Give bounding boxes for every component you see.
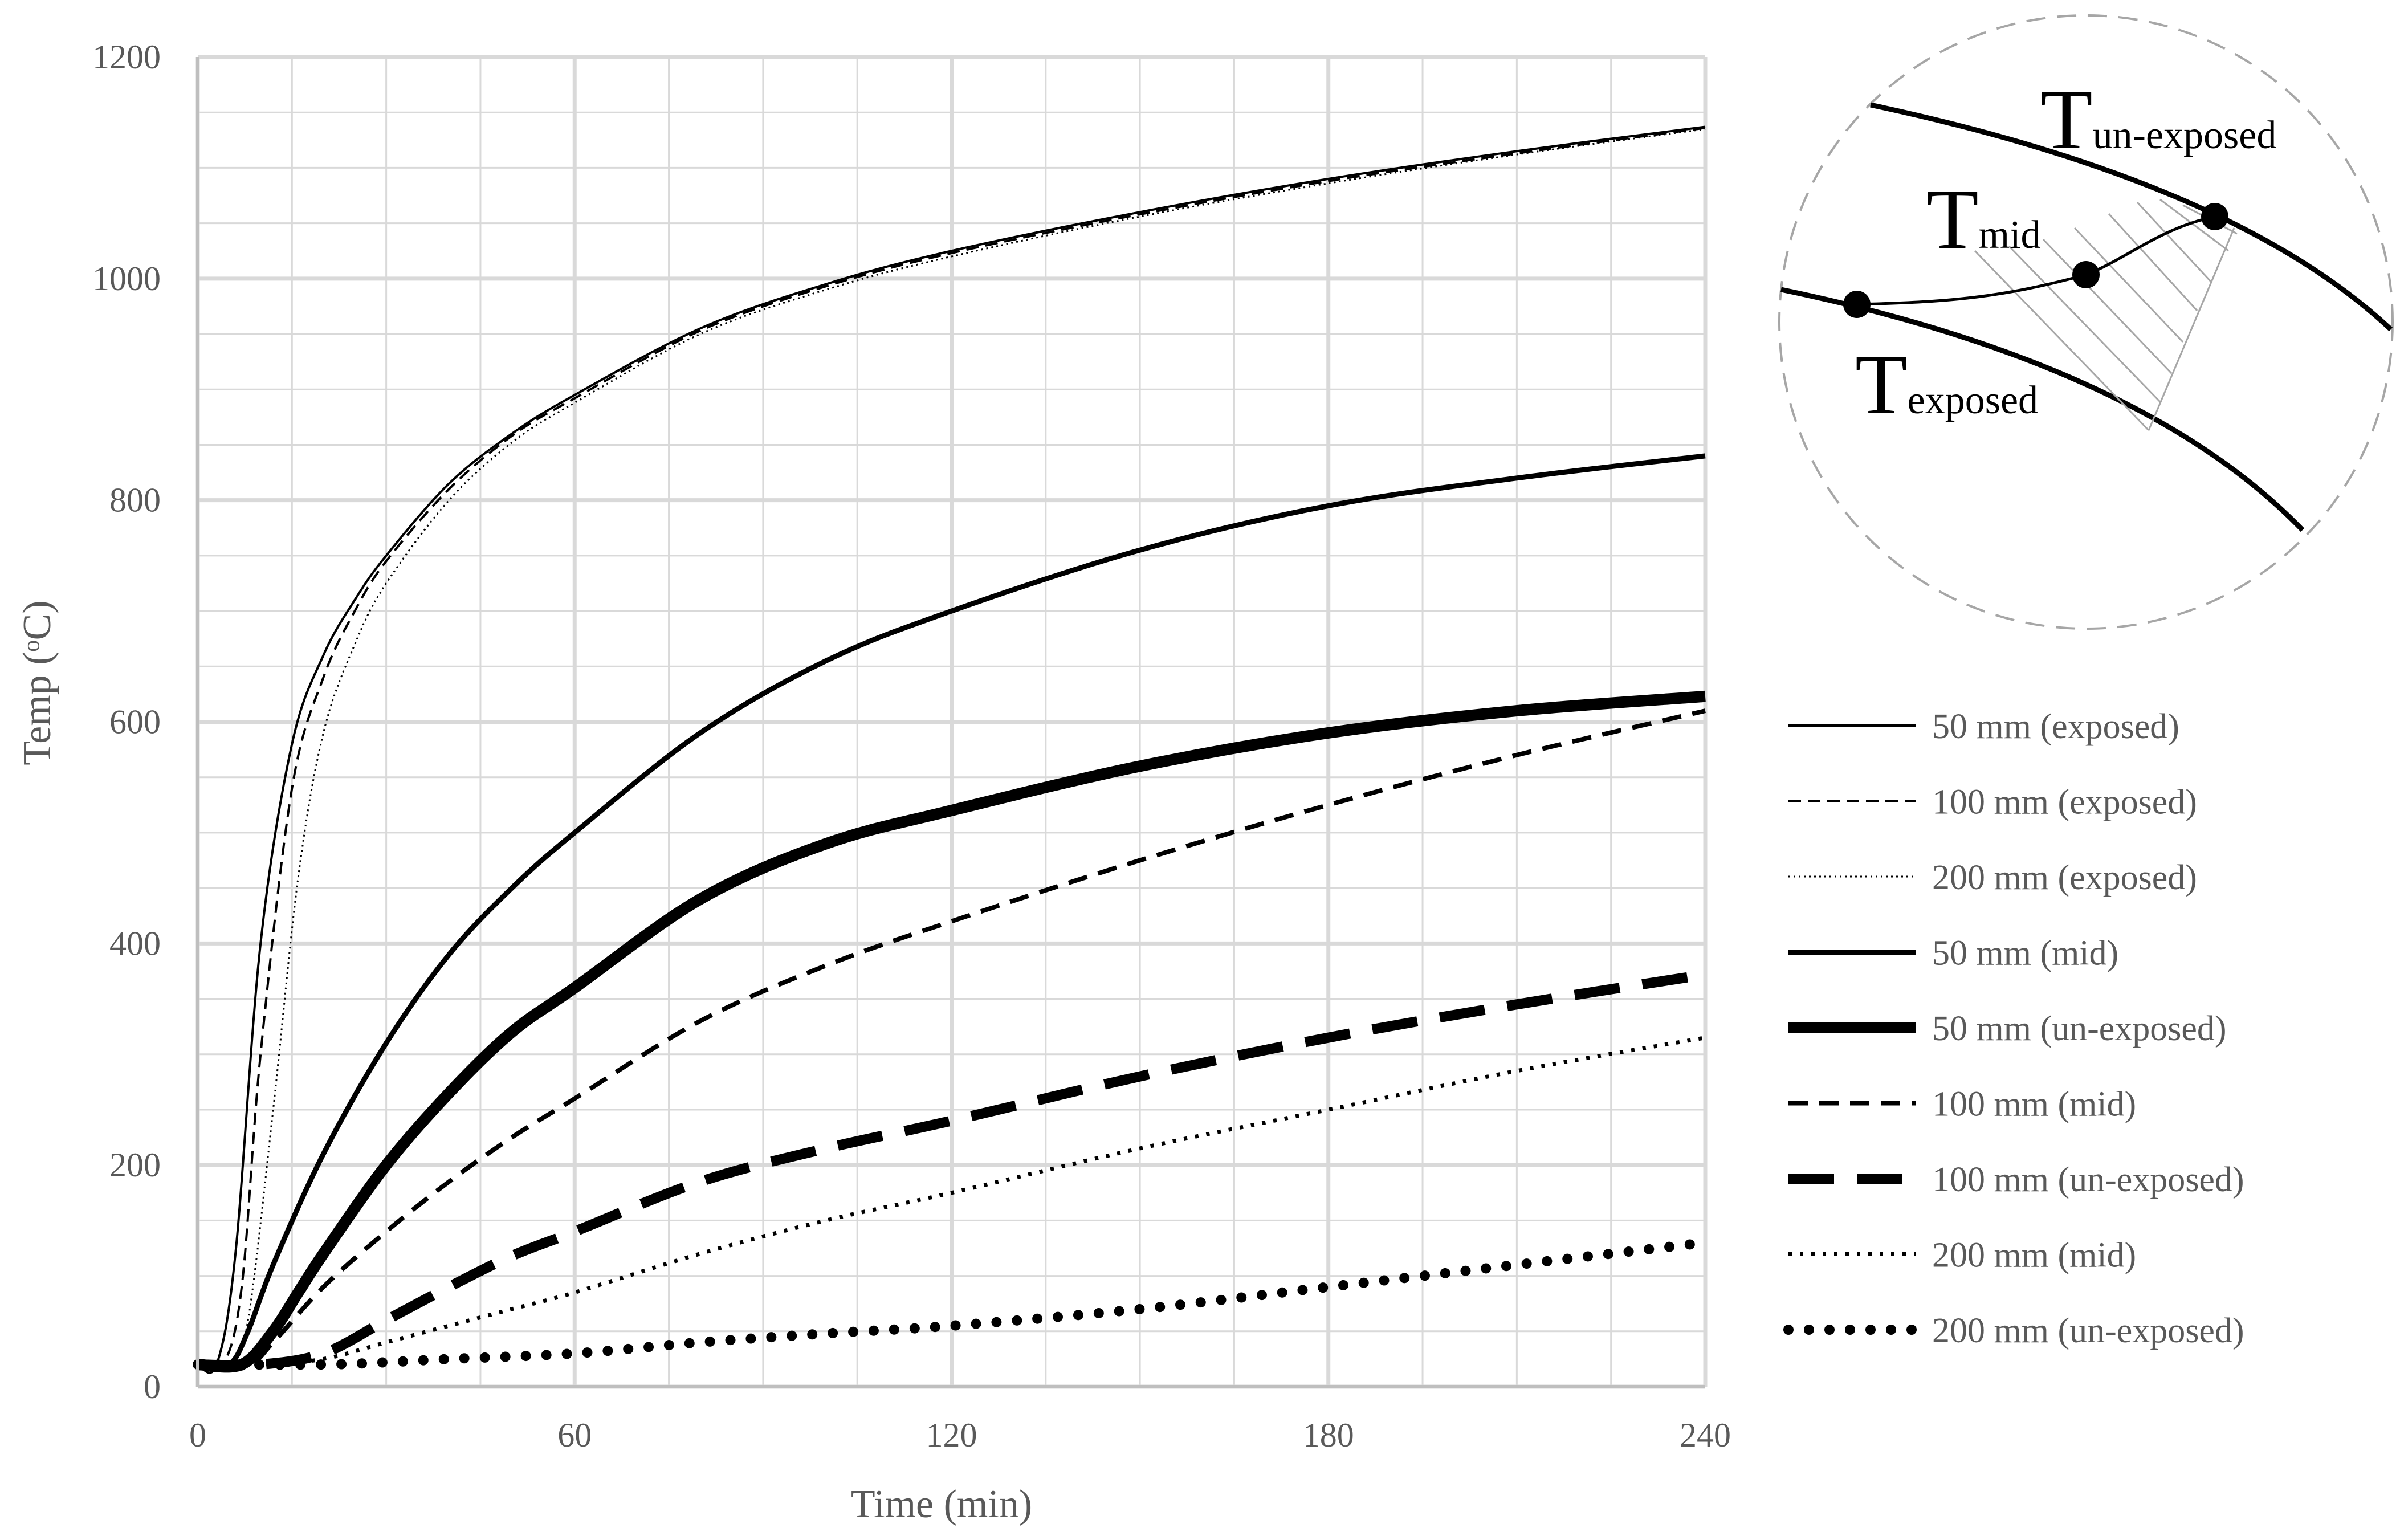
y-tick-label: 0 xyxy=(144,1368,161,1405)
legend-label-8: 200 mm (mid) xyxy=(1932,1236,2136,1275)
legend: 50 mm (exposed) 100 mm (exposed) 200 mm (e… xyxy=(1783,707,2244,1350)
y-tick-label: 600 xyxy=(109,703,161,741)
label-exposed: Texposed xyxy=(1855,337,2038,432)
y-tick-label: 200 xyxy=(109,1146,161,1184)
y-tick-labels: 0 200 400 600 800 1000 1200 xyxy=(92,38,161,1405)
legend-label-1: 50 mm (exposed) xyxy=(1932,707,2179,746)
point-unexposed xyxy=(2201,203,2228,230)
inset-unexposed-surface xyxy=(1870,102,2393,332)
inset-profile-curve xyxy=(1856,215,2215,306)
y-tick-label: 1200 xyxy=(92,38,161,76)
point-exposed xyxy=(1843,291,1871,318)
inset-circle xyxy=(1778,14,2394,630)
series-line-4 xyxy=(197,453,1706,1370)
inset-exposed-surface xyxy=(1780,287,2305,532)
label-mid: Tmid xyxy=(1926,172,2041,267)
y-tick-label: 400 xyxy=(109,924,161,962)
x-tick-label: 180 xyxy=(1303,1416,1354,1454)
series-layer xyxy=(193,125,1710,1374)
y-axis-title: Temp (ᵒC) xyxy=(15,600,59,765)
x-tick-label: 240 xyxy=(1680,1416,1731,1454)
series-line-1 xyxy=(197,125,1706,1374)
inset-hatch xyxy=(1974,198,2238,431)
legend-label-6: 100 mm (mid) xyxy=(1932,1085,2136,1124)
series-line-7 xyxy=(197,969,1706,1371)
series-line-6 xyxy=(197,708,1706,1368)
x-axis-title: Time (min) xyxy=(851,1482,1032,1526)
y-tick-label: 800 xyxy=(109,482,161,519)
series-line-2 xyxy=(197,127,1706,1372)
inset-wedge-edge xyxy=(2148,227,2235,431)
point-mid xyxy=(2072,261,2100,288)
y-tick-label: 1000 xyxy=(92,260,161,298)
legend-label-7: 100 mm (un-exposed) xyxy=(1932,1160,2244,1199)
legend-label-3: 200 mm (exposed) xyxy=(1932,858,2197,897)
x-tick-label: 60 xyxy=(557,1416,592,1454)
x-tick-label: 0 xyxy=(189,1416,206,1454)
inset-diagram: Tun-exposed Tmid Texposed xyxy=(1778,14,2394,630)
series-line-5 xyxy=(197,690,1706,1373)
series-line-8 xyxy=(197,1036,1706,1367)
label-unexposed: Tun-exposed xyxy=(2040,72,2276,167)
legend-label-2: 100 mm (exposed) xyxy=(1932,783,2197,822)
legend-label-9: 200 mm (un-exposed) xyxy=(1932,1311,2244,1350)
x-tick-label: 120 xyxy=(926,1416,977,1454)
legend-label-4: 50 mm (mid) xyxy=(1932,934,2118,973)
x-tick-labels: 0 60 120 180 240 xyxy=(189,1416,1731,1454)
legend-label-5: 50 mm (un-exposed) xyxy=(1932,1009,2227,1048)
